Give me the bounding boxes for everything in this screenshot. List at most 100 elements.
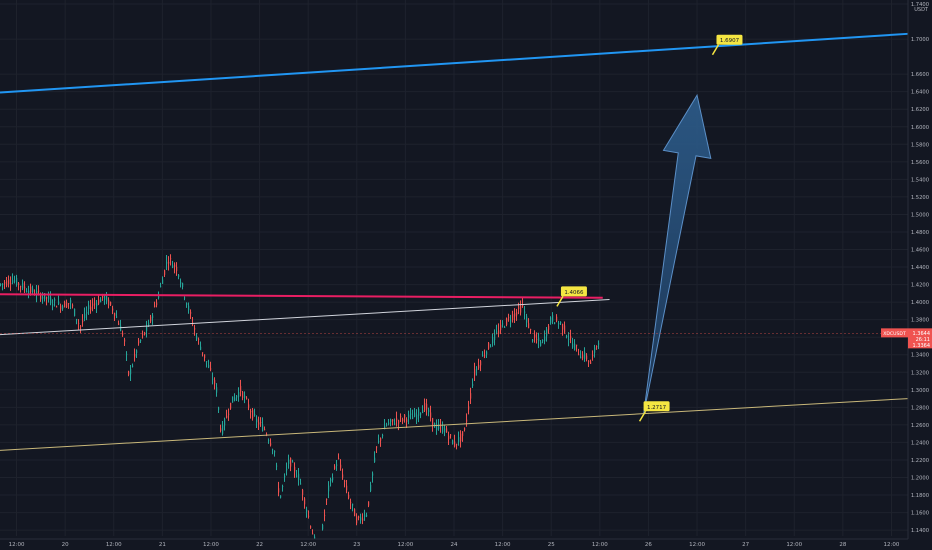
candle-body xyxy=(154,305,156,308)
candle-body xyxy=(248,404,250,408)
candle-body xyxy=(342,474,344,478)
candle-body xyxy=(122,332,124,336)
y-tick-label: 1.3400 xyxy=(911,353,929,359)
candle-body xyxy=(46,297,48,299)
candle-body xyxy=(422,410,424,413)
candle-body xyxy=(590,361,592,364)
candle-body xyxy=(296,475,298,477)
candle-body xyxy=(12,280,14,283)
candle-body xyxy=(474,369,476,376)
candle-body xyxy=(386,424,388,426)
flag-box xyxy=(560,286,587,297)
flag-text: 1.6907 xyxy=(720,38,740,44)
candle-body xyxy=(360,517,362,521)
candle-body xyxy=(568,338,570,340)
time-axis[interactable]: 12:00 20 12:00 21 12:00 22 12:00 23 12:00 24 12:00… xyxy=(0,538,932,550)
candle-body xyxy=(534,334,536,338)
candle-body xyxy=(268,440,270,442)
candle-body xyxy=(544,336,546,342)
candle-body xyxy=(358,516,360,519)
y-tick-label: 1.2800 xyxy=(911,405,929,411)
candle-body xyxy=(180,282,182,284)
candle-body xyxy=(64,301,66,308)
candle-body xyxy=(476,368,478,370)
y-tick-label: 1.7400 xyxy=(911,2,929,8)
candle-body xyxy=(170,258,172,260)
candle-body xyxy=(436,424,438,430)
candle-body xyxy=(24,286,26,289)
price-axis-bg xyxy=(908,0,932,550)
candle-body xyxy=(510,320,512,322)
candle-body xyxy=(210,368,212,370)
candle-body xyxy=(572,343,574,348)
candle-body xyxy=(326,499,328,501)
candle-body xyxy=(226,415,228,418)
symbol-tag-box xyxy=(881,328,908,338)
candle-body xyxy=(150,316,152,322)
candle-body xyxy=(76,319,78,321)
candle-body xyxy=(72,305,74,307)
candle-body xyxy=(402,419,404,422)
candle-body xyxy=(390,419,392,422)
x-tick-label: 12:00 xyxy=(397,542,413,548)
y-tick-label: 1.2400 xyxy=(911,440,929,446)
candle-body xyxy=(300,483,302,485)
flag-text: 1.2717 xyxy=(647,405,667,411)
candle-body xyxy=(272,449,274,451)
candle-body xyxy=(580,356,582,359)
axis-currency: USDT xyxy=(914,7,929,13)
candle-body xyxy=(50,297,52,304)
y-tick-label: 1.4200 xyxy=(911,283,929,289)
candle-body xyxy=(562,324,564,330)
candle-body xyxy=(494,333,496,340)
candle-body xyxy=(114,313,116,316)
candle-body xyxy=(78,322,80,324)
candle-body xyxy=(328,485,330,492)
candle-body xyxy=(302,489,304,495)
candle-body xyxy=(334,466,336,469)
candle-body xyxy=(230,402,232,409)
candle-body xyxy=(570,336,572,339)
candle-body xyxy=(456,443,458,445)
y-tick-label: 1.4000 xyxy=(911,300,929,306)
candle-body xyxy=(66,302,68,308)
candle-body xyxy=(132,365,134,367)
candle-body xyxy=(312,533,314,535)
candle-body xyxy=(222,425,224,434)
candle-body xyxy=(86,311,88,314)
candle-body xyxy=(356,516,358,524)
candle-body xyxy=(282,485,284,487)
candle-body xyxy=(48,295,50,300)
candle-body xyxy=(480,361,482,366)
candle-body xyxy=(94,303,96,305)
y-tick-label: 1.3200 xyxy=(911,370,929,376)
x-tick-label: 12:00 xyxy=(884,542,900,548)
candle-body xyxy=(504,326,506,328)
candle-body xyxy=(524,311,526,314)
candle-body xyxy=(500,324,502,331)
candle-body xyxy=(130,369,132,375)
candle-body xyxy=(202,352,204,354)
candle-body xyxy=(598,343,600,345)
flag-box xyxy=(716,34,743,45)
trendlines xyxy=(0,32,909,451)
candle-body xyxy=(264,429,266,431)
countdown-text: 26:11 xyxy=(916,337,930,343)
candle-body xyxy=(212,378,214,380)
candle-body xyxy=(112,308,114,311)
candle-body xyxy=(286,468,288,471)
x-tick-label: 12:00 xyxy=(495,542,511,548)
candle-body xyxy=(362,518,364,521)
candle-body xyxy=(166,261,168,264)
candle-body xyxy=(30,286,32,293)
candle-body xyxy=(538,337,540,342)
candle-body xyxy=(516,312,518,316)
candle-body xyxy=(548,325,550,330)
candle-body xyxy=(384,425,386,430)
candle-body xyxy=(10,282,12,285)
candle-body xyxy=(2,283,4,285)
candle-body xyxy=(52,304,54,306)
